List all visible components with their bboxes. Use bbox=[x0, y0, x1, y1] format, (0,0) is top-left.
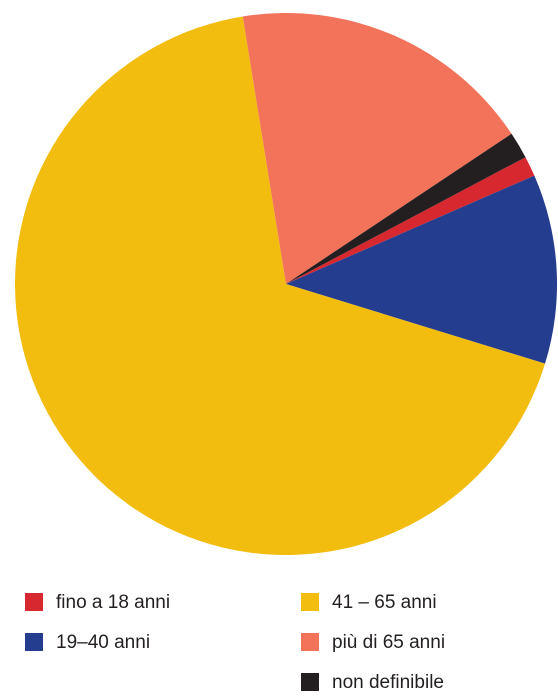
legend-swatch bbox=[25, 633, 43, 651]
legend-label: più di 65 anni bbox=[332, 632, 445, 653]
pie-slice bbox=[242, 13, 512, 285]
legend-label: 19–40 anni bbox=[56, 632, 150, 653]
legend-label: non definibile bbox=[332, 672, 444, 693]
legend-label: fino a 18 anni bbox=[56, 592, 170, 613]
legend-swatch bbox=[301, 633, 319, 651]
pie-slice bbox=[14, 16, 546, 556]
legend-swatch bbox=[301, 593, 319, 611]
legend-swatch bbox=[25, 593, 43, 611]
pie-slice bbox=[286, 157, 535, 284]
pie-slice bbox=[286, 133, 526, 284]
legend-label: 41 – 65 anni bbox=[332, 592, 437, 613]
pie-slice bbox=[286, 175, 557, 364]
legend-swatch bbox=[301, 673, 319, 691]
